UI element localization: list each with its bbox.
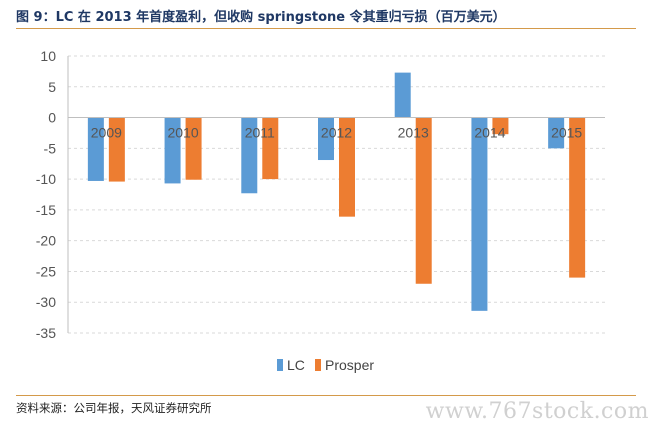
y-tick-label: 0: [48, 110, 56, 126]
category-label: 2010: [167, 125, 198, 141]
y-tick-label: -25: [36, 263, 56, 279]
bar-prosper-2013: [415, 117, 432, 284]
category-label: 2014: [474, 125, 505, 141]
y-tick-label: -10: [36, 171, 56, 187]
bar-prosper-2011: [262, 117, 279, 180]
category-label: 2011: [245, 125, 275, 141]
category-label: 2009: [91, 125, 122, 141]
bar-lc-2015: [548, 117, 565, 149]
y-tick-label: -5: [44, 140, 57, 156]
source-note: 资料来源：公司年报，天风证券研究所: [16, 401, 212, 415]
legend-label-prosper: Prosper: [325, 357, 374, 373]
y-tick-label: -15: [36, 202, 56, 218]
legend-label-lc: LC: [287, 357, 305, 373]
legend-swatch-lc: [277, 359, 283, 371]
bar-prosper-2009: [108, 117, 125, 182]
y-tick-label: -35: [36, 325, 56, 341]
title-rule: [16, 28, 636, 29]
y-tick-label: -30: [36, 294, 56, 310]
bar-prosper-2010: [185, 117, 202, 180]
y-tick-label: 5: [48, 79, 56, 95]
bar-lc-2012: [318, 117, 334, 161]
bar-lc-2010: [164, 117, 181, 184]
bars: [87, 72, 586, 311]
bar-prosper-2015: [569, 117, 586, 278]
category-labels: 2009 2010 2011 2012 2013 2014 2015: [91, 125, 583, 141]
axes: 10 5 0 -5 -10 -15 -20 -25 -30 -35: [36, 48, 605, 341]
bar-prosper-2014: [492, 117, 509, 135]
watermark: www.767stock.com: [425, 399, 649, 424]
y-tick-label: -20: [36, 233, 56, 249]
category-label: 2015: [551, 125, 582, 141]
bar-prosper-2012: [339, 117, 355, 217]
y-tick-label: 10: [40, 48, 56, 64]
bar-lc-2014: [471, 117, 488, 311]
category-label: 2012: [321, 125, 352, 141]
bar-lc-2009: [87, 117, 104, 181]
bar-lc-2011: [241, 117, 258, 194]
figure-title: 图 9：LC 在 2013 年首度盈利，但收购 springstone 令其重归…: [16, 10, 506, 25]
gridlines: [68, 55, 605, 334]
category-label: 2013: [398, 125, 429, 141]
legend: LC Prosper: [277, 357, 374, 373]
bar-lc-2013: [394, 72, 411, 118]
source-rule: [16, 395, 636, 396]
legend-swatch-prosper: [315, 359, 321, 371]
